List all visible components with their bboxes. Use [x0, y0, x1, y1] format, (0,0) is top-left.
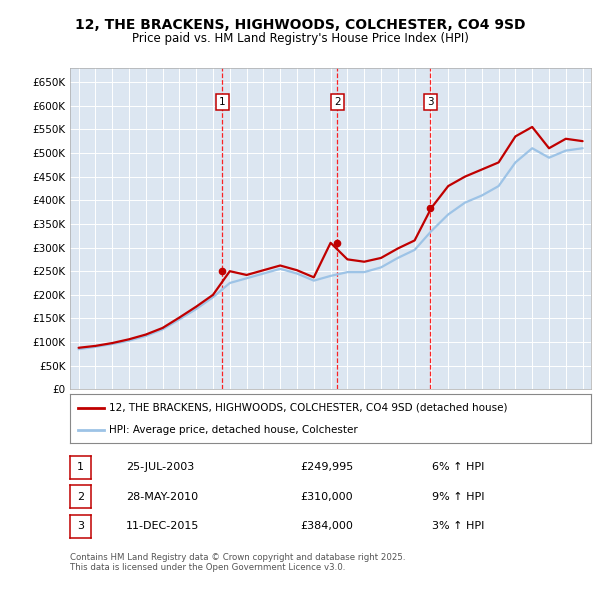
- Text: 12, THE BRACKENS, HIGHWOODS, COLCHESTER, CO4 9SD: 12, THE BRACKENS, HIGHWOODS, COLCHESTER,…: [75, 18, 525, 32]
- Text: 2: 2: [334, 97, 341, 107]
- Text: 1: 1: [219, 97, 226, 107]
- Text: This data is licensed under the Open Government Licence v3.0.: This data is licensed under the Open Gov…: [70, 563, 346, 572]
- Text: 28-MAY-2010: 28-MAY-2010: [126, 492, 198, 502]
- Text: 6% ↑ HPI: 6% ↑ HPI: [432, 463, 484, 472]
- Text: Price paid vs. HM Land Registry's House Price Index (HPI): Price paid vs. HM Land Registry's House …: [131, 32, 469, 45]
- Text: 9% ↑ HPI: 9% ↑ HPI: [432, 492, 485, 502]
- Text: 3% ↑ HPI: 3% ↑ HPI: [432, 522, 484, 531]
- Text: 25-JUL-2003: 25-JUL-2003: [126, 463, 194, 472]
- Text: £249,995: £249,995: [300, 463, 353, 472]
- Text: 2: 2: [77, 492, 84, 502]
- Text: 12, THE BRACKENS, HIGHWOODS, COLCHESTER, CO4 9SD (detached house): 12, THE BRACKENS, HIGHWOODS, COLCHESTER,…: [109, 402, 508, 412]
- Text: 3: 3: [77, 522, 84, 531]
- Text: HPI: Average price, detached house, Colchester: HPI: Average price, detached house, Colc…: [109, 425, 358, 435]
- Text: £384,000: £384,000: [300, 522, 353, 531]
- Text: 3: 3: [427, 97, 434, 107]
- Text: 1: 1: [77, 463, 84, 472]
- Text: £310,000: £310,000: [300, 492, 353, 502]
- Text: 11-DEC-2015: 11-DEC-2015: [126, 522, 199, 531]
- Text: Contains HM Land Registry data © Crown copyright and database right 2025.: Contains HM Land Registry data © Crown c…: [70, 553, 406, 562]
